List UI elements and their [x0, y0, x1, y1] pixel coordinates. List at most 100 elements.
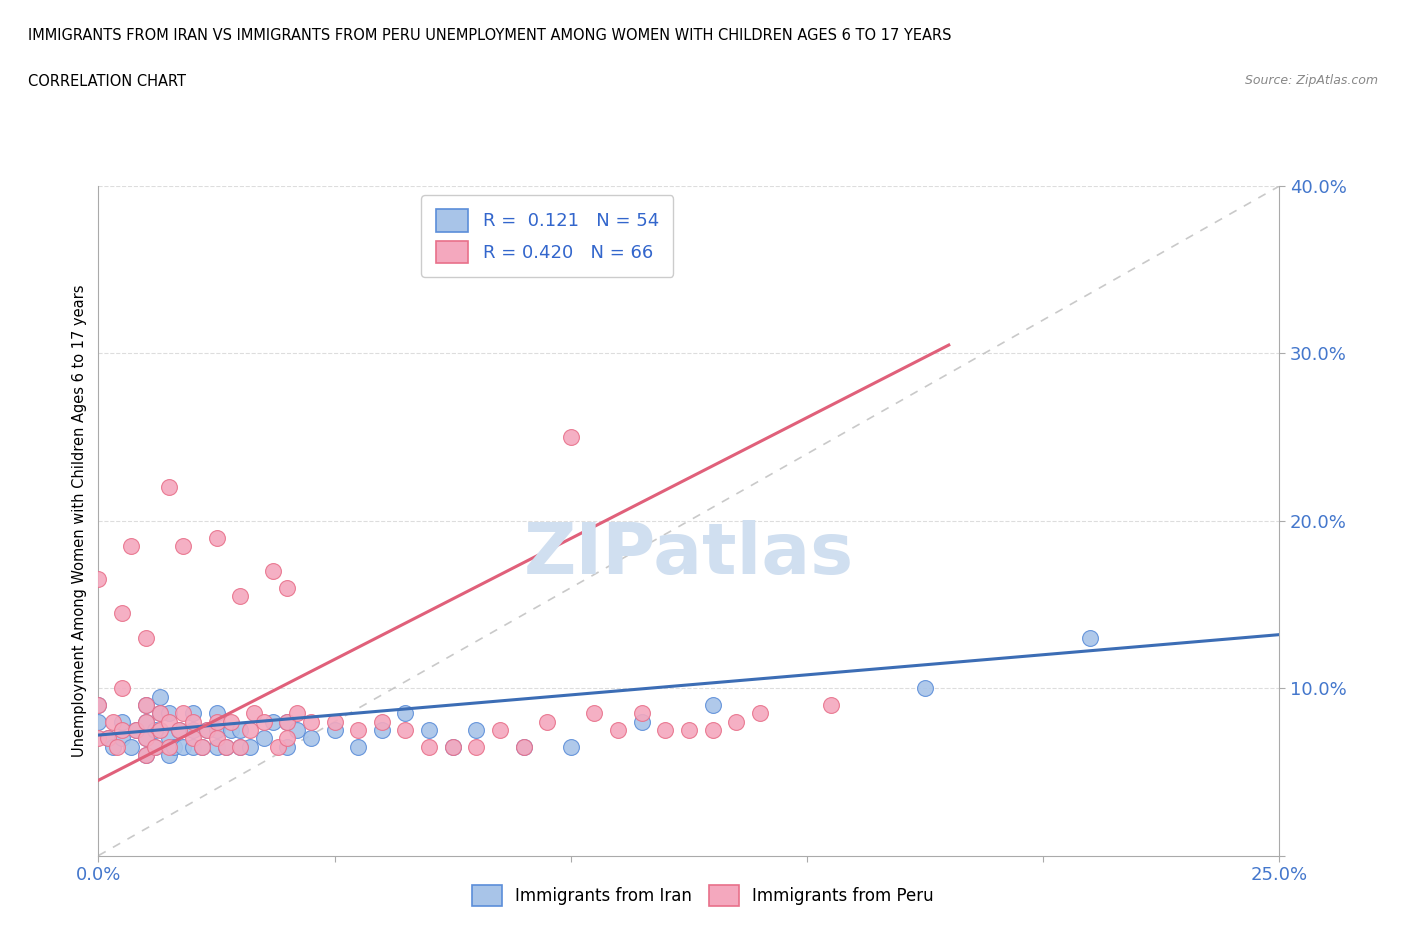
Point [195, 723, 218, 737]
Text: CORRELATION CHART: CORRELATION CHART [28, 74, 186, 89]
Point [394, 706, 416, 721]
Point [229, 739, 252, 754]
Point [87, 572, 110, 587]
Point [181, 706, 204, 721]
Point [181, 739, 204, 754]
Point [323, 723, 346, 737]
Point [219, 714, 242, 729]
Point [418, 739, 440, 754]
Point [678, 723, 700, 737]
Point [97, 731, 120, 746]
Point [87, 714, 110, 729]
Point [536, 714, 558, 729]
Point [111, 731, 134, 746]
Point [121, 739, 143, 754]
Text: IMMIGRANTS FROM IRAN VS IMMIGRANTS FROM PERU UNEMPLOYMENT AMONG WOMEN WITH CHILD: IMMIGRANTS FROM IRAN VS IMMIGRANTS FROM … [28, 28, 952, 43]
Point [418, 723, 440, 737]
Point [607, 723, 630, 737]
Point [172, 538, 194, 553]
Point [748, 706, 770, 721]
Point [111, 681, 134, 696]
Point [630, 706, 652, 721]
Point [239, 739, 262, 754]
Point [441, 739, 464, 754]
Point [347, 723, 370, 737]
Point [205, 739, 228, 754]
Text: Source: ZipAtlas.com: Source: ZipAtlas.com [1244, 74, 1378, 87]
Point [135, 714, 157, 729]
Point [630, 714, 652, 729]
Point [157, 748, 180, 763]
Point [215, 739, 238, 754]
Point [583, 706, 606, 721]
Point [229, 739, 252, 754]
Point [121, 538, 143, 553]
Point [560, 739, 582, 754]
Point [267, 739, 290, 754]
Point [163, 739, 186, 754]
Point [157, 480, 180, 495]
Point [465, 723, 488, 737]
Point [512, 739, 534, 754]
Point [87, 731, 110, 746]
Point [394, 723, 416, 737]
Point [149, 723, 172, 737]
Point [253, 731, 276, 746]
Point [229, 589, 252, 604]
Point [229, 723, 252, 737]
Point [276, 739, 298, 754]
Point [157, 739, 180, 754]
Point [105, 739, 128, 754]
Point [149, 689, 172, 704]
Point [135, 748, 157, 763]
Point [560, 430, 582, 445]
Point [299, 731, 322, 746]
Point [135, 714, 157, 729]
Point [465, 739, 488, 754]
Point [820, 698, 842, 712]
Point [371, 714, 394, 729]
Point [157, 714, 180, 729]
Point [181, 723, 204, 737]
Point [97, 731, 120, 746]
Point [111, 714, 134, 729]
Point [135, 748, 157, 763]
Point [195, 723, 218, 737]
Point [512, 739, 534, 754]
Point [172, 739, 194, 754]
Point [347, 739, 370, 754]
Point [299, 714, 322, 729]
Point [914, 681, 936, 696]
Point [143, 723, 166, 737]
Point [149, 706, 172, 721]
Point [1080, 631, 1102, 645]
Point [702, 723, 724, 737]
Point [323, 714, 346, 729]
Point [219, 723, 242, 737]
Point [262, 714, 284, 729]
Point [101, 714, 124, 729]
Point [191, 739, 214, 754]
Point [239, 723, 262, 737]
Point [285, 706, 308, 721]
Point [205, 723, 228, 737]
Point [262, 564, 284, 578]
Point [285, 723, 308, 737]
Point [172, 706, 194, 721]
Point [125, 723, 148, 737]
Point [157, 706, 180, 721]
Point [489, 723, 512, 737]
Point [149, 706, 172, 721]
Point [205, 706, 228, 721]
Point [371, 723, 394, 737]
Point [135, 631, 157, 645]
Point [441, 739, 464, 754]
Point [725, 714, 748, 729]
Point [135, 698, 157, 712]
Point [157, 731, 180, 746]
Point [111, 605, 134, 620]
Point [143, 739, 166, 754]
Point [702, 698, 724, 712]
Point [205, 714, 228, 729]
Point [205, 731, 228, 746]
